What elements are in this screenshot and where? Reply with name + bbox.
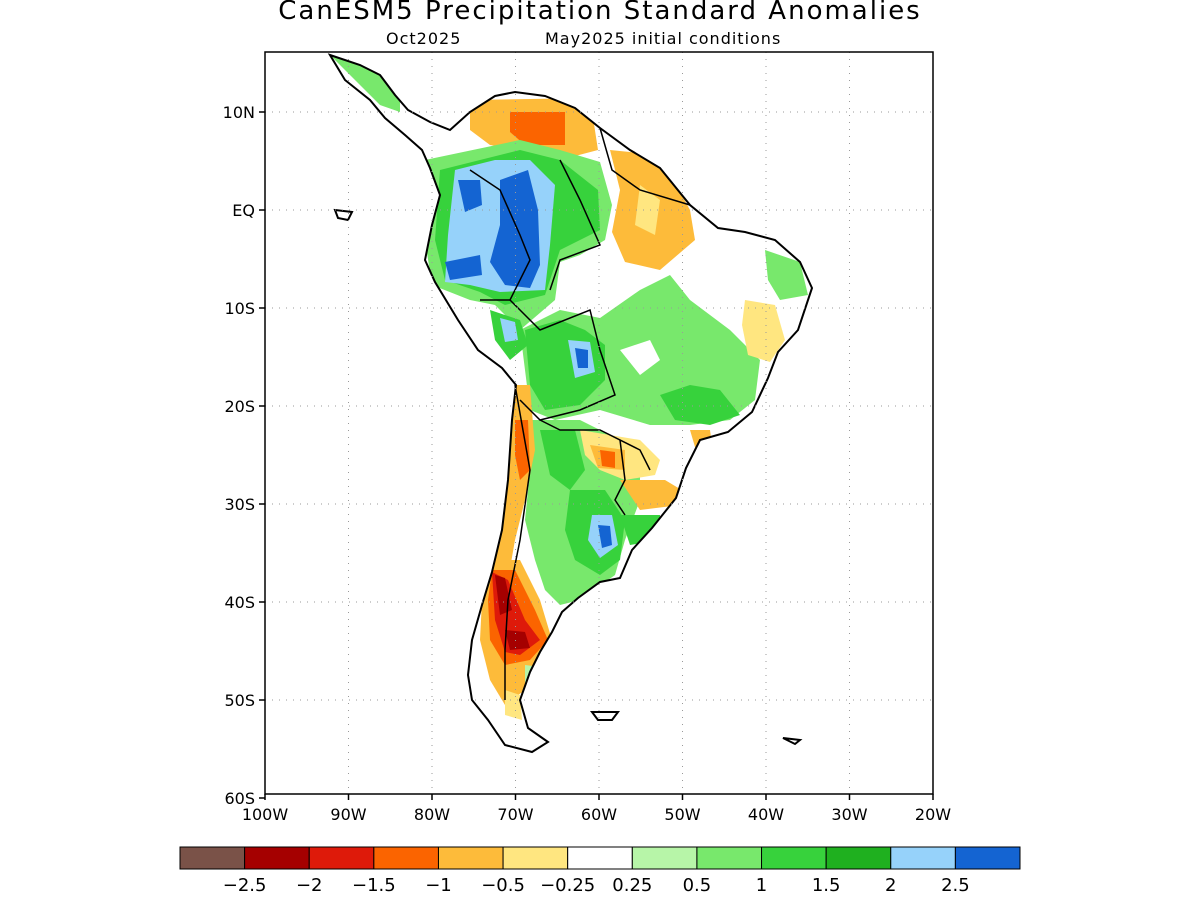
colorbar-swatch (179, 846, 246, 870)
lon-tick-label: 20W (915, 805, 951, 824)
colorbar-label: −1.5 (352, 875, 396, 896)
lon-tick-label: 30W (831, 805, 867, 824)
colorbar-label: −0.25 (540, 875, 595, 896)
lat-tick-label: 30S (224, 495, 255, 514)
longitude-axis: 100W 90W 80W 70W 60W 50W 40W 30W 20W (242, 794, 951, 824)
colorbar-label: −2.5 (223, 875, 267, 896)
colorbar-label: 0.25 (612, 875, 652, 896)
lat-tick-label: 40S (224, 593, 255, 612)
country-borders (469, 127, 691, 700)
colorbar-swatch (373, 846, 439, 870)
colorbar-swatch (308, 846, 375, 870)
latitude-axis: 10N EQ 10S 20S 30S 40S 50S 60S (223, 103, 265, 808)
forecast-month: Oct2025 (386, 29, 462, 48)
colorbar-label: 0.5 (683, 875, 712, 896)
colorbar-label: −1 (425, 875, 452, 896)
coastline (327, 53, 814, 754)
lat-tick-label: EQ (232, 201, 255, 220)
colorbar-swatch (696, 846, 763, 870)
colorbar-swatch (825, 846, 892, 870)
lon-tick-label: 80W (414, 805, 450, 824)
initial-conditions: May2025 initial conditions (545, 29, 782, 48)
colorbar-label: −0.5 (481, 875, 525, 896)
colorbar-label: −2 (296, 875, 323, 896)
chart-title: CanESM5 Precipitation Standard Anomalies (278, 0, 922, 26)
lon-tick-label: 70W (497, 805, 533, 824)
lat-tick-label: 10N (223, 103, 255, 122)
colorbar-swatch (631, 846, 698, 870)
lon-tick-label: 60W (581, 805, 617, 824)
colorbar-swatch (502, 846, 569, 870)
colorbar-label: 2 (885, 875, 896, 896)
anomaly-shading (330, 55, 808, 720)
colorbar-swatch (954, 846, 1021, 870)
lon-tick-label: 90W (330, 805, 366, 824)
colorbar-label: 2.5 (941, 875, 970, 896)
lon-tick-label: 40W (748, 805, 784, 824)
gridlines (265, 52, 933, 794)
colorbar-swatch (890, 846, 956, 870)
lat-tick-label: 60S (224, 789, 255, 808)
lat-tick-label: 50S (224, 691, 255, 710)
colorbar: −2.5 −2 −1.5 −1 −0.5 −0.25 0.25 0.5 1 1.5 2 2.5 (179, 846, 1021, 896)
colorbar-label: 1 (756, 875, 767, 896)
lon-tick-label: 50W (664, 805, 700, 824)
colorbar-label: 1.5 (812, 875, 841, 896)
lat-tick-label: 20S (224, 397, 255, 416)
lon-tick-label: 100W (242, 805, 289, 824)
colorbar-swatch (244, 846, 310, 870)
colorbar-swatch (761, 846, 827, 870)
colorbar-swatch (567, 846, 633, 870)
colorbar-swatch (437, 846, 504, 870)
lat-tick-label: 10S (224, 299, 255, 318)
